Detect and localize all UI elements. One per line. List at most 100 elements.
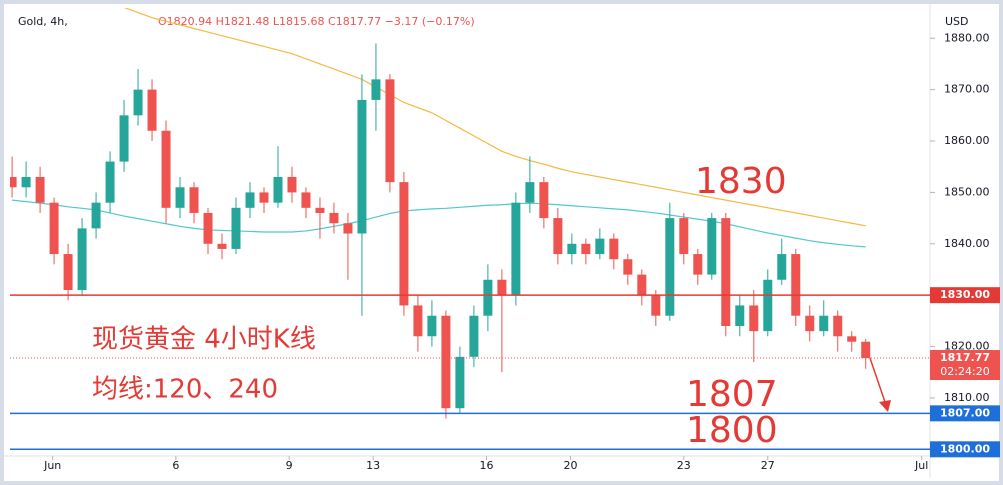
candle-body [119, 115, 129, 162]
moving-average [123, 8, 866, 227]
candle-body [805, 315, 815, 332]
candle-body [10, 176, 17, 188]
candle-body [735, 305, 745, 326]
candle-body [91, 202, 101, 229]
candle-body [413, 305, 423, 337]
candle-body [819, 315, 829, 332]
candle-body [651, 295, 661, 316]
candle-body [161, 130, 171, 208]
candle-body [203, 212, 213, 244]
candle-body [665, 218, 675, 316]
candle-body [49, 202, 59, 255]
axis-unit: USD [945, 15, 969, 28]
candle-body [287, 176, 297, 193]
candle-body [259, 192, 269, 203]
candle-body [763, 279, 773, 332]
candle-body [175, 187, 185, 208]
annotation: 1807 [686, 374, 778, 415]
y-tick-label: 1810.00 [944, 391, 990, 404]
candle-body [231, 207, 241, 249]
candle-body [357, 99, 367, 234]
candle-body [371, 79, 381, 100]
candle-body [847, 336, 857, 342]
x-tick-label: 9 [286, 459, 293, 472]
candle-body [679, 218, 689, 255]
level-tag [930, 405, 1000, 422]
candle-body [833, 315, 843, 337]
candle-body [749, 305, 759, 332]
candle-body [861, 341, 871, 359]
candle-body [609, 238, 619, 260]
candle-body [567, 243, 577, 255]
annotation: 均线:120、240 [92, 375, 278, 405]
level-label: 1807.00 [940, 406, 990, 419]
candle-body [385, 79, 395, 183]
last-price-label: 1817.77 [940, 351, 990, 364]
x-tick-label: 27 [761, 459, 775, 472]
annotation: 1800 [686, 410, 778, 451]
x-tick-label: 20 [563, 459, 577, 472]
candle-body [35, 176, 45, 203]
candle-body [399, 182, 409, 306]
level-tag [930, 441, 1000, 458]
candle-body [427, 315, 437, 337]
y-tick-label: 1880.00 [944, 31, 990, 44]
candle-body [21, 176, 31, 188]
x-tick-label: 16 [479, 459, 493, 472]
candle-body [637, 274, 647, 296]
candle-body [623, 259, 633, 275]
y-tick-label: 1820.00 [944, 340, 990, 353]
x-tick-label: 23 [677, 459, 691, 472]
candle-body [315, 207, 325, 213]
y-tick-label: 1860.00 [944, 134, 990, 147]
x-tick-label: 13 [366, 459, 380, 472]
candle-body [497, 279, 507, 296]
level-label: 1800.00 [940, 442, 990, 455]
ohlc-readout: O1820.94 H1821.48 L1815.68 C1817.77 −3.1… [158, 15, 475, 28]
candle-body [217, 243, 227, 249]
candle-body [511, 202, 521, 296]
candle-body [693, 254, 703, 275]
candle-body [581, 243, 591, 255]
x-tick-label: Jun [43, 459, 61, 472]
candle-body [777, 254, 787, 280]
last-price-tag [930, 350, 1000, 381]
candle-body [539, 182, 549, 219]
candle-body [343, 223, 353, 234]
countdown-label: 02:24:20 [940, 365, 989, 378]
x-tick-label: 6 [172, 459, 179, 472]
candle-body [77, 228, 87, 291]
candle-body [301, 192, 311, 208]
chart-title: Gold, 4h, [18, 15, 68, 28]
candle-body [273, 176, 283, 203]
level-label: 1830.00 [940, 288, 990, 301]
arrow [869, 357, 891, 412]
candle-body [441, 315, 451, 409]
level-tag [930, 287, 1000, 304]
y-tick-label: 1840.00 [944, 237, 990, 250]
candle-body [147, 89, 157, 131]
candle-body [455, 356, 465, 409]
annotation: 1830 [695, 161, 787, 202]
candle-body [595, 238, 605, 255]
candle-body [553, 218, 563, 255]
candle-body [245, 192, 255, 208]
y-tick-label: 1870.00 [944, 83, 990, 96]
candle-body [133, 89, 143, 116]
candle-body [329, 212, 339, 224]
candle-body [189, 187, 199, 213]
candle-body [791, 254, 801, 316]
plot-area [10, 8, 871, 419]
candle-body [721, 218, 731, 326]
candle-body [105, 161, 115, 203]
y-tick-label: 1850.00 [944, 185, 990, 198]
candle-body [63, 254, 73, 291]
annotation: 现货黄金 4小时K线 [92, 325, 316, 355]
candle-body [525, 182, 535, 203]
candle-body [469, 315, 479, 357]
candle-body [707, 218, 717, 275]
candle-body [483, 279, 493, 316]
x-tick-label: Jul [914, 459, 928, 472]
